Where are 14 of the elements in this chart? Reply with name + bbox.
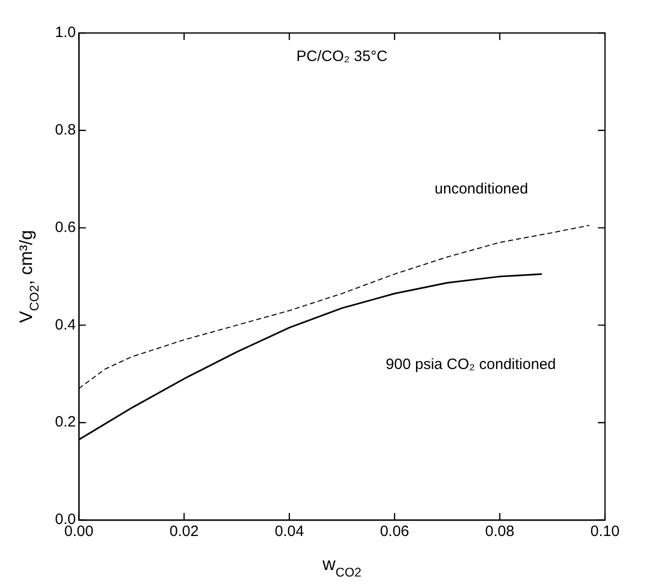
x-tick-label: 0.02 xyxy=(169,523,199,540)
x-tick-label: 0.06 xyxy=(380,523,410,540)
x-tick-label: 0.10 xyxy=(590,523,620,540)
y-tick-label: 0.2 xyxy=(54,414,76,431)
y-tick-label: 0.4 xyxy=(54,316,76,334)
x-tick-label: 0.08 xyxy=(485,523,514,540)
x-tick-label: 0.04 xyxy=(274,523,304,540)
annotation: 900 psia CO₂ conditioned xyxy=(386,356,556,374)
y-tick-label: 1.0 xyxy=(54,24,76,42)
annotation: unconditioned xyxy=(434,180,528,198)
y-tick-label: 0.6 xyxy=(54,218,76,236)
y-axis-title: VCO2, cm³/g xyxy=(16,230,42,323)
text: PC/CO₂ 35°C xyxy=(296,48,388,65)
y-tick-label: 0.8 xyxy=(54,122,76,139)
